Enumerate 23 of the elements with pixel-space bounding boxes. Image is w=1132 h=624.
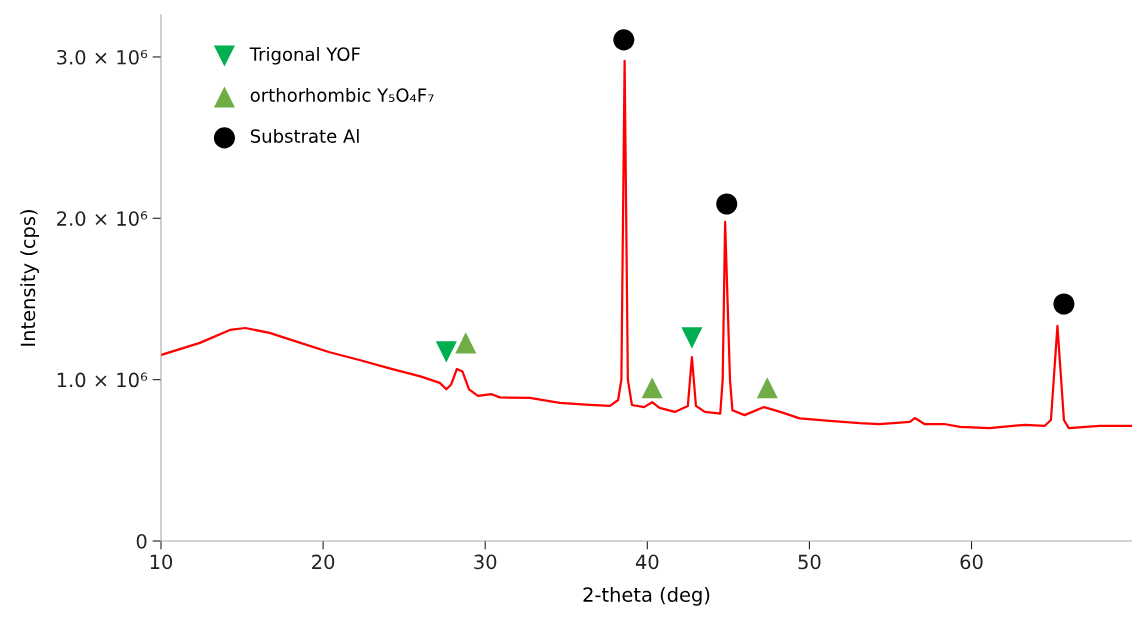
- point: [1053, 293, 1075, 315]
- point: [681, 327, 703, 349]
- point: [756, 377, 778, 399]
- x-tick-label: 30: [474, 554, 497, 570]
- legend-label: Substrate Al: [250, 128, 359, 143]
- point: [716, 193, 738, 215]
- y-tick-label: 1.0 × 10⁶: [57, 372, 148, 388]
- y-axis-title: Intensity (cps): [20, 210, 40, 346]
- point: [435, 341, 457, 363]
- point: [613, 29, 635, 51]
- y-tick-label: 2.0 × 10⁶: [57, 211, 148, 226]
- x-tick-label: 20: [312, 554, 335, 570]
- y-tick-label: 3.0 × 10⁶: [57, 49, 148, 65]
- point: [641, 377, 663, 399]
- x-axis-title: 2-theta (deg): [583, 586, 710, 606]
- legend-label: Trigonal YOF: [249, 47, 360, 65]
- x-tick-label: 40: [635, 554, 659, 570]
- x-tick-label: 10: [150, 554, 173, 570]
- point: [455, 332, 477, 354]
- y-tick-label: 0: [136, 533, 147, 549]
- x-tick-label: 60: [960, 554, 983, 570]
- x-tick-label: 50: [798, 554, 821, 570]
- legend-label: orthorhombic Y₅O₄F₇: [250, 87, 434, 102]
